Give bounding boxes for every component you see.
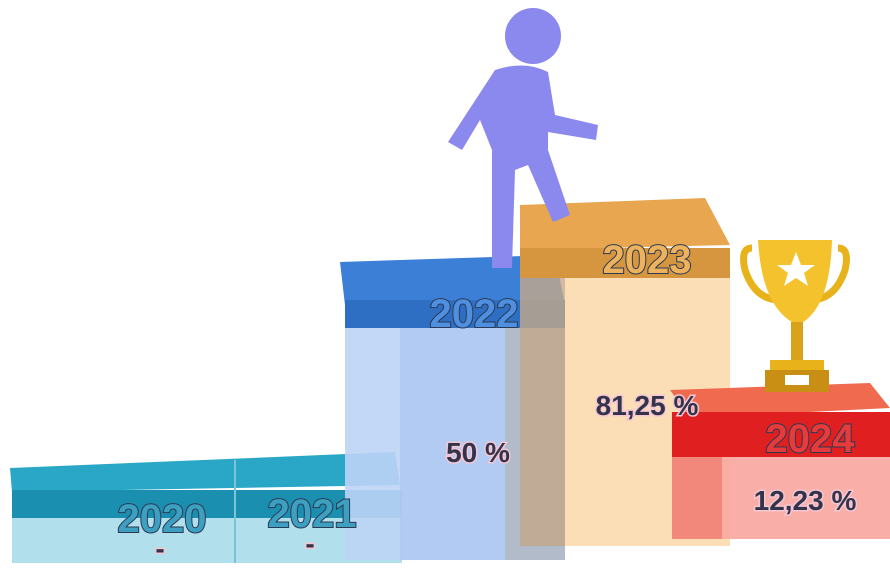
year-label: 2022 <box>430 292 519 336</box>
year-label: 2020 <box>118 497 207 541</box>
value-label: 50 % <box>446 437 510 468</box>
year-label: 2024 <box>766 417 856 461</box>
value-label: 12,23 % <box>754 485 857 516</box>
year-label: 2021 <box>268 492 357 536</box>
person-icon <box>448 8 598 268</box>
value-label: - <box>305 528 314 559</box>
value-label: - <box>155 533 164 564</box>
step-2020-2021 <box>10 452 402 563</box>
value-label: 81,25 % <box>596 390 699 421</box>
year-label: 2023 <box>603 238 692 282</box>
trophy-icon <box>740 240 850 392</box>
step-2024 <box>670 383 890 539</box>
